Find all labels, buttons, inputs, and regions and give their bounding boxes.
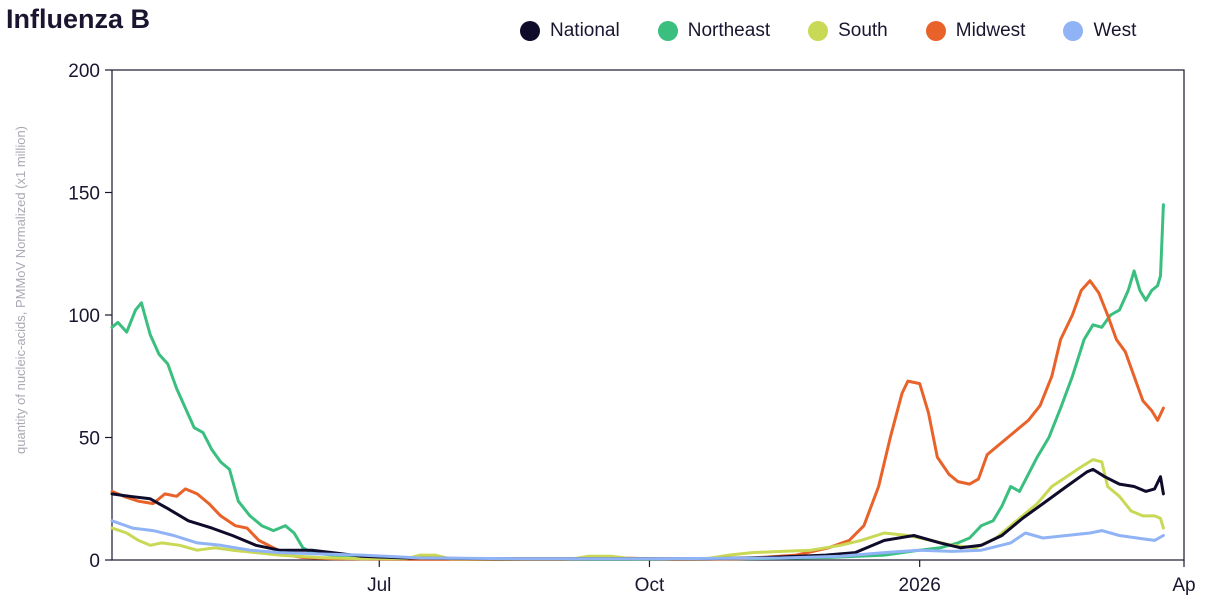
legend-label-northeast: Northeast bbox=[687, 20, 771, 41]
y-tick-label: 150 bbox=[68, 184, 100, 205]
series-line-midwest[interactable] bbox=[110, 279, 1165, 561]
x-tick-label: 2026 bbox=[899, 575, 941, 596]
y-tick-label: 0 bbox=[89, 551, 100, 572]
series-layer bbox=[110, 203, 1165, 561]
series-line-south[interactable] bbox=[110, 458, 1165, 561]
legend-label-national: National bbox=[550, 20, 620, 41]
chart-title: Influenza B bbox=[6, 4, 151, 34]
legend-swatch-south bbox=[808, 21, 829, 41]
legend-label-midwest: Midwest bbox=[955, 20, 1026, 41]
legend-label-west: West bbox=[1093, 20, 1137, 41]
legend-swatch-northeast bbox=[657, 21, 678, 41]
legend-item-northeast[interactable]: Northeast bbox=[657, 20, 771, 42]
legend-swatch-midwest bbox=[925, 21, 946, 41]
x-axis: Jul Oct 2026 Ap bbox=[367, 560, 1196, 596]
series-line-northeast[interactable] bbox=[110, 203, 1165, 561]
chart-legend: National Northeast South Midwest West bbox=[520, 20, 1136, 42]
y-axis: 0 50 100 150 200 bbox=[68, 61, 112, 572]
legend-item-national[interactable]: National bbox=[520, 20, 620, 42]
series-line-national[interactable] bbox=[110, 467, 1165, 561]
legend-label-south: South bbox=[838, 20, 888, 41]
y-axis-label: quantity of nucleic-acids, PMMoV Normali… bbox=[13, 126, 28, 454]
legend-item-midwest[interactable]: Midwest bbox=[925, 20, 1026, 42]
legend-swatch-west bbox=[1063, 21, 1084, 41]
y-tick-label: 200 bbox=[68, 61, 100, 82]
legend-item-south[interactable]: South bbox=[808, 20, 888, 42]
legend-swatch-national bbox=[520, 21, 540, 41]
x-tick-label: Oct bbox=[635, 575, 665, 596]
x-tick-label: Jul bbox=[367, 575, 391, 596]
y-tick-label: 100 bbox=[68, 306, 100, 327]
series-line-west[interactable] bbox=[110, 519, 1165, 561]
x-tick-label: Ap bbox=[1172, 575, 1195, 596]
y-tick-label: 50 bbox=[79, 429, 100, 450]
legend-item-west[interactable]: West bbox=[1063, 20, 1136, 42]
